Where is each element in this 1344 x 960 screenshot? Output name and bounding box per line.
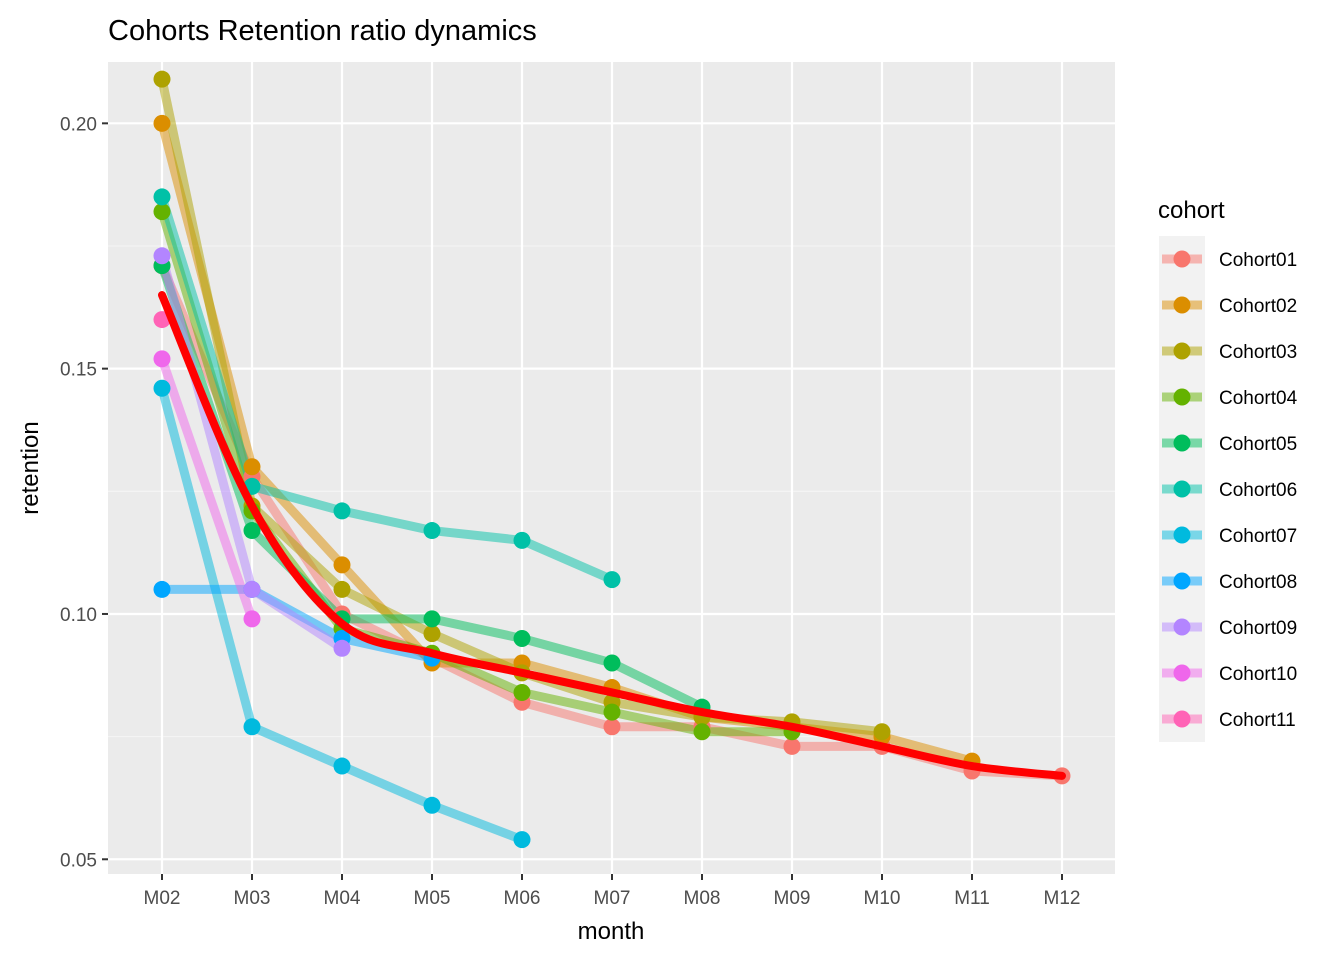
legend-label-cohort09: Cohort09 <box>1219 618 1297 639</box>
data-point-cohort06 <box>603 571 621 589</box>
legend-key-point <box>1173 618 1191 636</box>
data-point-cohort05 <box>513 629 531 647</box>
series-line-cohort10 <box>157 357 257 621</box>
data-point-cohort01 <box>603 718 621 736</box>
data-point-cohort09 <box>153 247 171 265</box>
data-point-cohort03 <box>153 70 171 88</box>
data-point-cohort03 <box>423 625 441 643</box>
legend-key-point <box>1173 710 1191 728</box>
y-axis-title: retention <box>17 421 44 514</box>
legend-label-cohort05: Cohort05 <box>1219 434 1297 455</box>
data-point-cohort09 <box>333 639 351 657</box>
x-tick-label: M10 <box>864 888 901 909</box>
data-point-cohort03 <box>873 723 891 741</box>
data-point-cohort02 <box>243 458 261 476</box>
data-point-cohort05 <box>243 522 261 540</box>
x-tick-label: M02 <box>144 888 181 909</box>
y-tick-label: 0.15 <box>60 360 97 381</box>
data-point-cohort02 <box>153 114 171 132</box>
data-point-cohort04 <box>693 723 711 741</box>
x-axis-title: month <box>578 918 645 945</box>
legend-label-cohort11: Cohort11 <box>1219 710 1296 731</box>
legend-key-point <box>1173 480 1191 498</box>
legend-key-point <box>1173 296 1191 314</box>
legend-label-cohort02: Cohort02 <box>1219 296 1297 317</box>
legend-key-point <box>1173 250 1191 268</box>
x-tick-label: M12 <box>1044 888 1081 909</box>
data-point-cohort03 <box>333 580 351 598</box>
data-point-cohort07 <box>513 831 531 849</box>
y-tick-label: 0.05 <box>60 850 97 871</box>
legend-key-point <box>1173 572 1191 590</box>
legend-key-point <box>1173 434 1191 452</box>
series-points <box>153 70 1071 849</box>
smooth-trend-line <box>158 291 1066 780</box>
legend-key-point <box>1173 342 1191 360</box>
y-tick-label: 0.20 <box>60 114 97 135</box>
legend-label-cohort08: Cohort08 <box>1219 572 1297 593</box>
legend-label-cohort10: Cohort10 <box>1219 664 1297 685</box>
legend: cohort Cohort01 Cohort02 Cohort03 Cohort04 C… <box>1158 197 1298 742</box>
data-point-cohort01 <box>783 737 801 755</box>
data-point-cohort10 <box>243 610 261 628</box>
x-tick-label: M07 <box>594 888 631 909</box>
series-line-cohort02 <box>157 122 974 766</box>
y-tick-label: 0.10 <box>60 605 97 626</box>
data-point-cohort05 <box>423 610 441 628</box>
data-point-cohort05 <box>603 654 621 672</box>
data-point-cohort06 <box>423 522 441 540</box>
legend-label-cohort06: Cohort06 <box>1219 480 1297 501</box>
legend-label-cohort07: Cohort07 <box>1219 526 1297 547</box>
x-tick-label: M05 <box>414 888 451 909</box>
data-point-cohort06 <box>513 531 531 549</box>
data-point-cohort07 <box>333 757 351 775</box>
legend-label-cohort01: Cohort01 <box>1219 250 1297 271</box>
legend-label-cohort04: Cohort04 <box>1219 388 1298 409</box>
x-tick-label: M09 <box>774 888 811 909</box>
data-point-cohort07 <box>153 379 171 397</box>
data-point-cohort07 <box>423 796 441 814</box>
data-point-cohort04 <box>153 203 171 221</box>
data-point-cohort07 <box>243 718 261 736</box>
legend-key-point <box>1173 388 1191 406</box>
x-tick-label: M11 <box>954 888 990 909</box>
data-point-cohort06 <box>333 502 351 520</box>
x-tick-label: M03 <box>234 888 271 909</box>
data-point-cohort04 <box>513 683 531 701</box>
x-tick-label: M04 <box>324 888 361 909</box>
smooth-trend <box>158 291 1066 780</box>
data-point-cohort08 <box>153 580 171 598</box>
data-point-cohort06 <box>153 188 171 206</box>
legend-label-cohort03: Cohort03 <box>1219 342 1297 363</box>
chart-title: Cohorts Retention ratio dynamics <box>108 15 537 47</box>
x-axis: M02 M03 M04 M05 M06 M07 M08 M09 M10 M11 M12 <box>144 874 1081 909</box>
legend-key-point <box>1173 526 1191 544</box>
data-point-cohort04 <box>603 703 621 721</box>
y-axis: 0.05 0.10 0.15 0.20 <box>60 114 108 871</box>
x-tick-label: M06 <box>504 888 541 909</box>
data-point-cohort09 <box>243 580 261 598</box>
legend-key-point <box>1173 664 1191 682</box>
data-point-cohort02 <box>333 556 351 574</box>
x-tick-label: M08 <box>684 888 721 909</box>
legend-title: cohort <box>1158 197 1225 224</box>
data-point-cohort10 <box>153 350 171 368</box>
series-line-cohort06 <box>157 195 614 584</box>
